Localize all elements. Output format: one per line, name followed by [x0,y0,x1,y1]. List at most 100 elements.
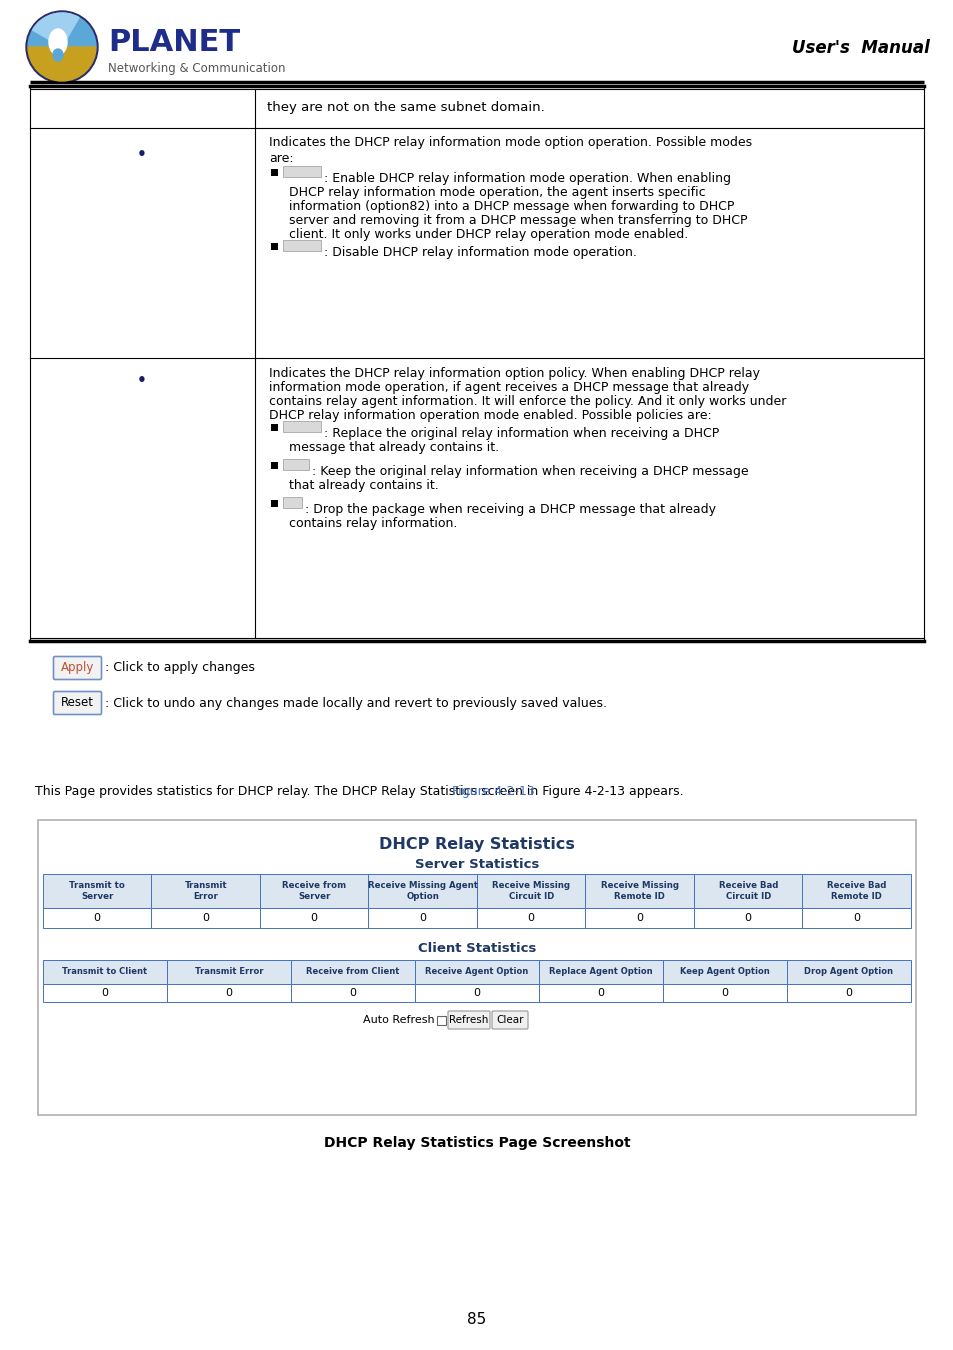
Text: Replace Agent Option: Replace Agent Option [549,968,652,976]
Text: 0: 0 [597,988,604,998]
Text: User's  Manual: User's Manual [791,39,929,57]
Text: 0: 0 [720,988,728,998]
Text: Receive from Client: Receive from Client [306,968,399,976]
Text: 0: 0 [473,988,480,998]
Text: Apply: Apply [61,662,94,675]
Text: Indicates the DHCP relay information option policy. When enabling DHCP relay: Indicates the DHCP relay information opt… [269,367,760,379]
Text: Keep Agent Option: Keep Agent Option [679,968,769,976]
FancyBboxPatch shape [53,656,101,679]
Text: 0: 0 [744,913,751,923]
Text: Client Statistics: Client Statistics [417,941,536,954]
Wedge shape [32,14,79,47]
Text: 0: 0 [311,913,317,923]
Text: server and removing it from a DHCP message when transferring to DHCP: server and removing it from a DHCP messa… [289,215,747,227]
Text: : Click to apply changes: : Click to apply changes [105,662,254,675]
FancyBboxPatch shape [53,691,101,714]
Text: DHCP Relay Statistics: DHCP Relay Statistics [378,837,575,852]
Text: Transmit to
Server: Transmit to Server [70,882,125,900]
Text: Drop Agent Option: Drop Agent Option [803,968,893,976]
Circle shape [26,11,98,82]
Text: Receive Bad
Circuit ID: Receive Bad Circuit ID [718,882,777,900]
Bar [167,960,291,984]
Text: Indicates the DHCP relay information mode option operation. Possible modes: Indicates the DHCP relay information mod… [269,136,751,148]
Bar [167,984,291,1002]
Bar [152,873,260,909]
Bar [152,909,260,927]
Text: 0: 0 [202,913,209,923]
Text: Receive Bad
Remote ID: Receive Bad Remote ID [826,882,885,900]
Text: Figure 4-2-13: Figure 4-2-13 [451,784,534,798]
Text: 0: 0 [225,988,233,998]
Text: Transmit
Error: Transmit Error [184,882,227,900]
Bar [538,960,662,984]
Text: Clear: Clear [496,1015,523,1025]
Bar [291,984,415,1002]
Text: PLANET: PLANET [108,28,240,57]
Text: are:: are: [269,153,294,165]
Text: : Click to undo any changes made locally and revert to previously saved values.: : Click to undo any changes made locally… [105,697,606,710]
Text: contains relay information.: contains relay information. [289,517,456,531]
Text: •: • [137,373,147,387]
Text: 0: 0 [844,988,852,998]
Bar [662,984,786,1002]
Bar [538,984,662,1002]
Text: 0: 0 [636,913,642,923]
Text: information mode operation, if agent receives a DHCP message that already: information mode operation, if agent rec… [269,381,748,394]
Bar [283,421,320,432]
Bar [585,873,693,909]
Bar [43,873,152,909]
Text: Networking & Communication: Networking & Communication [108,62,285,76]
Text: Receive from
Server: Receive from Server [282,882,346,900]
Ellipse shape [49,28,67,55]
Bar [283,240,320,251]
Text: they are not on the same subnet domain.: they are not on the same subnet domain. [267,101,544,115]
FancyBboxPatch shape [448,1011,490,1029]
Text: 85: 85 [467,1312,486,1327]
Text: 0: 0 [349,988,356,998]
Text: 0: 0 [101,988,109,998]
Bar [43,984,167,1002]
Wedge shape [28,47,96,81]
Text: DHCP relay information mode operation, the agent inserts specific: DHCP relay information mode operation, t… [289,186,705,198]
Text: •: • [137,147,147,162]
Wedge shape [28,14,96,47]
Bar [271,424,277,431]
Bar [693,909,801,927]
Text: DHCP Relay Statistics Page Screenshot: DHCP Relay Statistics Page Screenshot [323,1135,630,1150]
Bar [271,500,277,508]
Bar [786,960,910,984]
Bar [415,984,538,1002]
Bar [476,873,585,909]
Bar [271,243,277,250]
Text: This Page provides statistics for DHCP relay. The DHCP Relay Statistics screen i: This Page provides statistics for DHCP r… [35,784,683,798]
Bar [38,819,915,1115]
Bar [476,909,585,927]
Bar [43,960,167,984]
Text: message that already contains it.: message that already contains it. [289,441,498,454]
Text: Auto Refresh: Auto Refresh [363,1015,435,1025]
Bar [283,459,309,470]
Text: Refresh: Refresh [449,1015,488,1025]
Text: Server Statistics: Server Statistics [415,857,538,871]
Text: Receive Missing
Circuit ID: Receive Missing Circuit ID [492,882,570,900]
Text: 0: 0 [852,913,860,923]
Text: : Keep the original relay information when receiving a DHCP message: : Keep the original relay information wh… [312,464,748,478]
Bar [271,462,277,468]
Text: Transmit to Client: Transmit to Client [62,968,148,976]
Bar [291,960,415,984]
Bar [662,960,786,984]
Text: : Drop the package when receiving a DHCP message that already: : Drop the package when receiving a DHCP… [305,504,716,516]
Text: Receive Missing Agent
Option: Receive Missing Agent Option [367,882,477,900]
Text: Reset: Reset [61,697,94,710]
Text: contains relay agent information. It will enforce the policy. And it only works : contains relay agent information. It wil… [269,396,785,408]
Bar [436,1017,446,1025]
Bar [283,497,302,508]
Bar [786,984,910,1002]
Text: client. It only works under DHCP relay operation mode enabled.: client. It only works under DHCP relay o… [289,228,687,242]
Bar [801,909,910,927]
Text: DHCP relay information operation mode enabled. Possible policies are:: DHCP relay information operation mode en… [269,409,711,423]
Bar [801,873,910,909]
Text: Transmit Error: Transmit Error [194,968,263,976]
Ellipse shape [53,49,63,61]
Text: : Replace the original relay information when receiving a DHCP: : Replace the original relay information… [324,427,719,440]
